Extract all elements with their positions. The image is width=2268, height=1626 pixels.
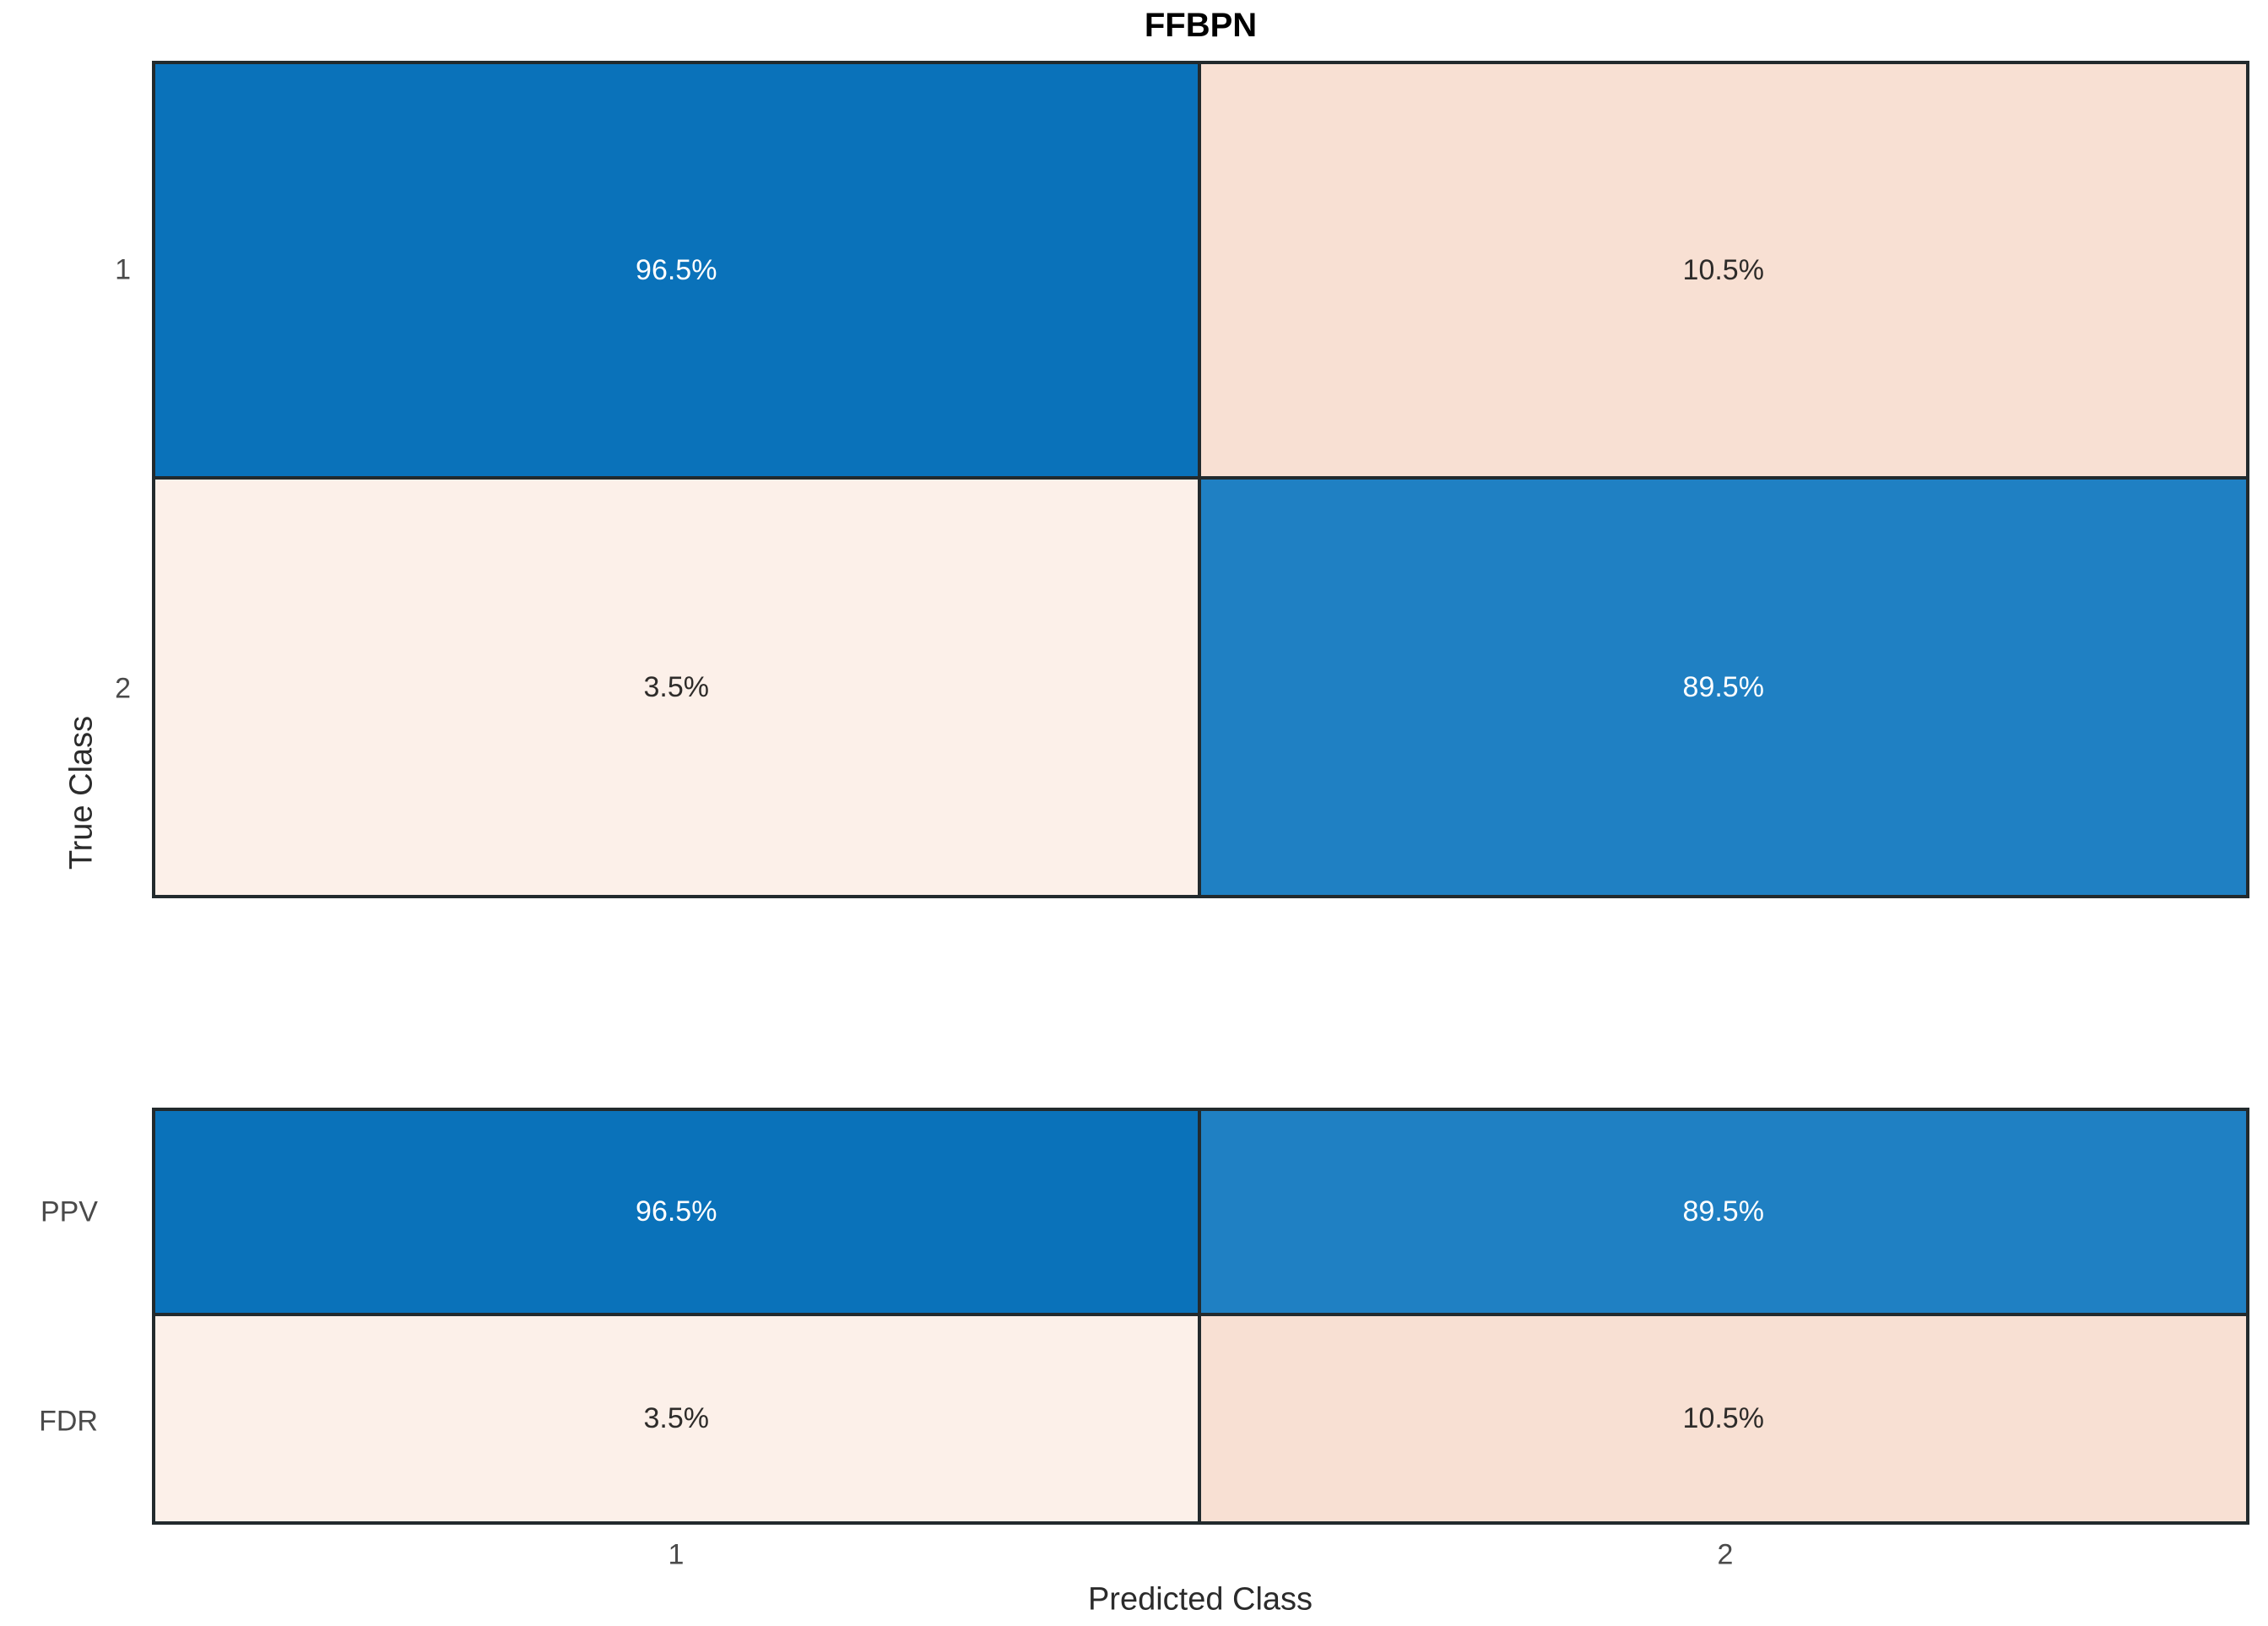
matrix-cell-true2-pred2: 89.5% [1200, 480, 2246, 895]
matrix-cell-true1-pred2: 10.5% [1200, 64, 2246, 480]
matrix-cell-true2-pred1: 3.5% [155, 480, 1201, 895]
summary-cell-ppv-pred2: 89.5% [1200, 1111, 2246, 1316]
matrix-cell-true1-pred1: 96.5% [155, 64, 1201, 480]
x-axis-label: Predicted Class [1087, 1581, 1313, 1618]
summary-cell-fdr-pred2: 10.5% [1200, 1316, 2246, 1521]
summary-cell-ppv-pred1: 96.5% [155, 1111, 1201, 1316]
x-tick-1: 1 [668, 1538, 685, 1571]
summary-cell-fdr-pred1: 3.5% [155, 1316, 1201, 1521]
y-tick-1: 1 [115, 253, 131, 286]
y-axis-label: True Class [63, 715, 100, 870]
column-summary-matrix: 96.5% 89.5% 3.5% 10.5% [152, 1108, 2249, 1525]
row-label-ppv: PPV [40, 1195, 98, 1228]
y-tick-2: 2 [115, 672, 131, 705]
row-label-fdr: FDR [39, 1405, 98, 1438]
x-tick-2: 2 [1717, 1538, 1734, 1571]
confusion-matrix: 96.5% 10.5% 3.5% 89.5% [152, 61, 2249, 898]
chart-title: FFBPN [1144, 7, 1258, 44]
